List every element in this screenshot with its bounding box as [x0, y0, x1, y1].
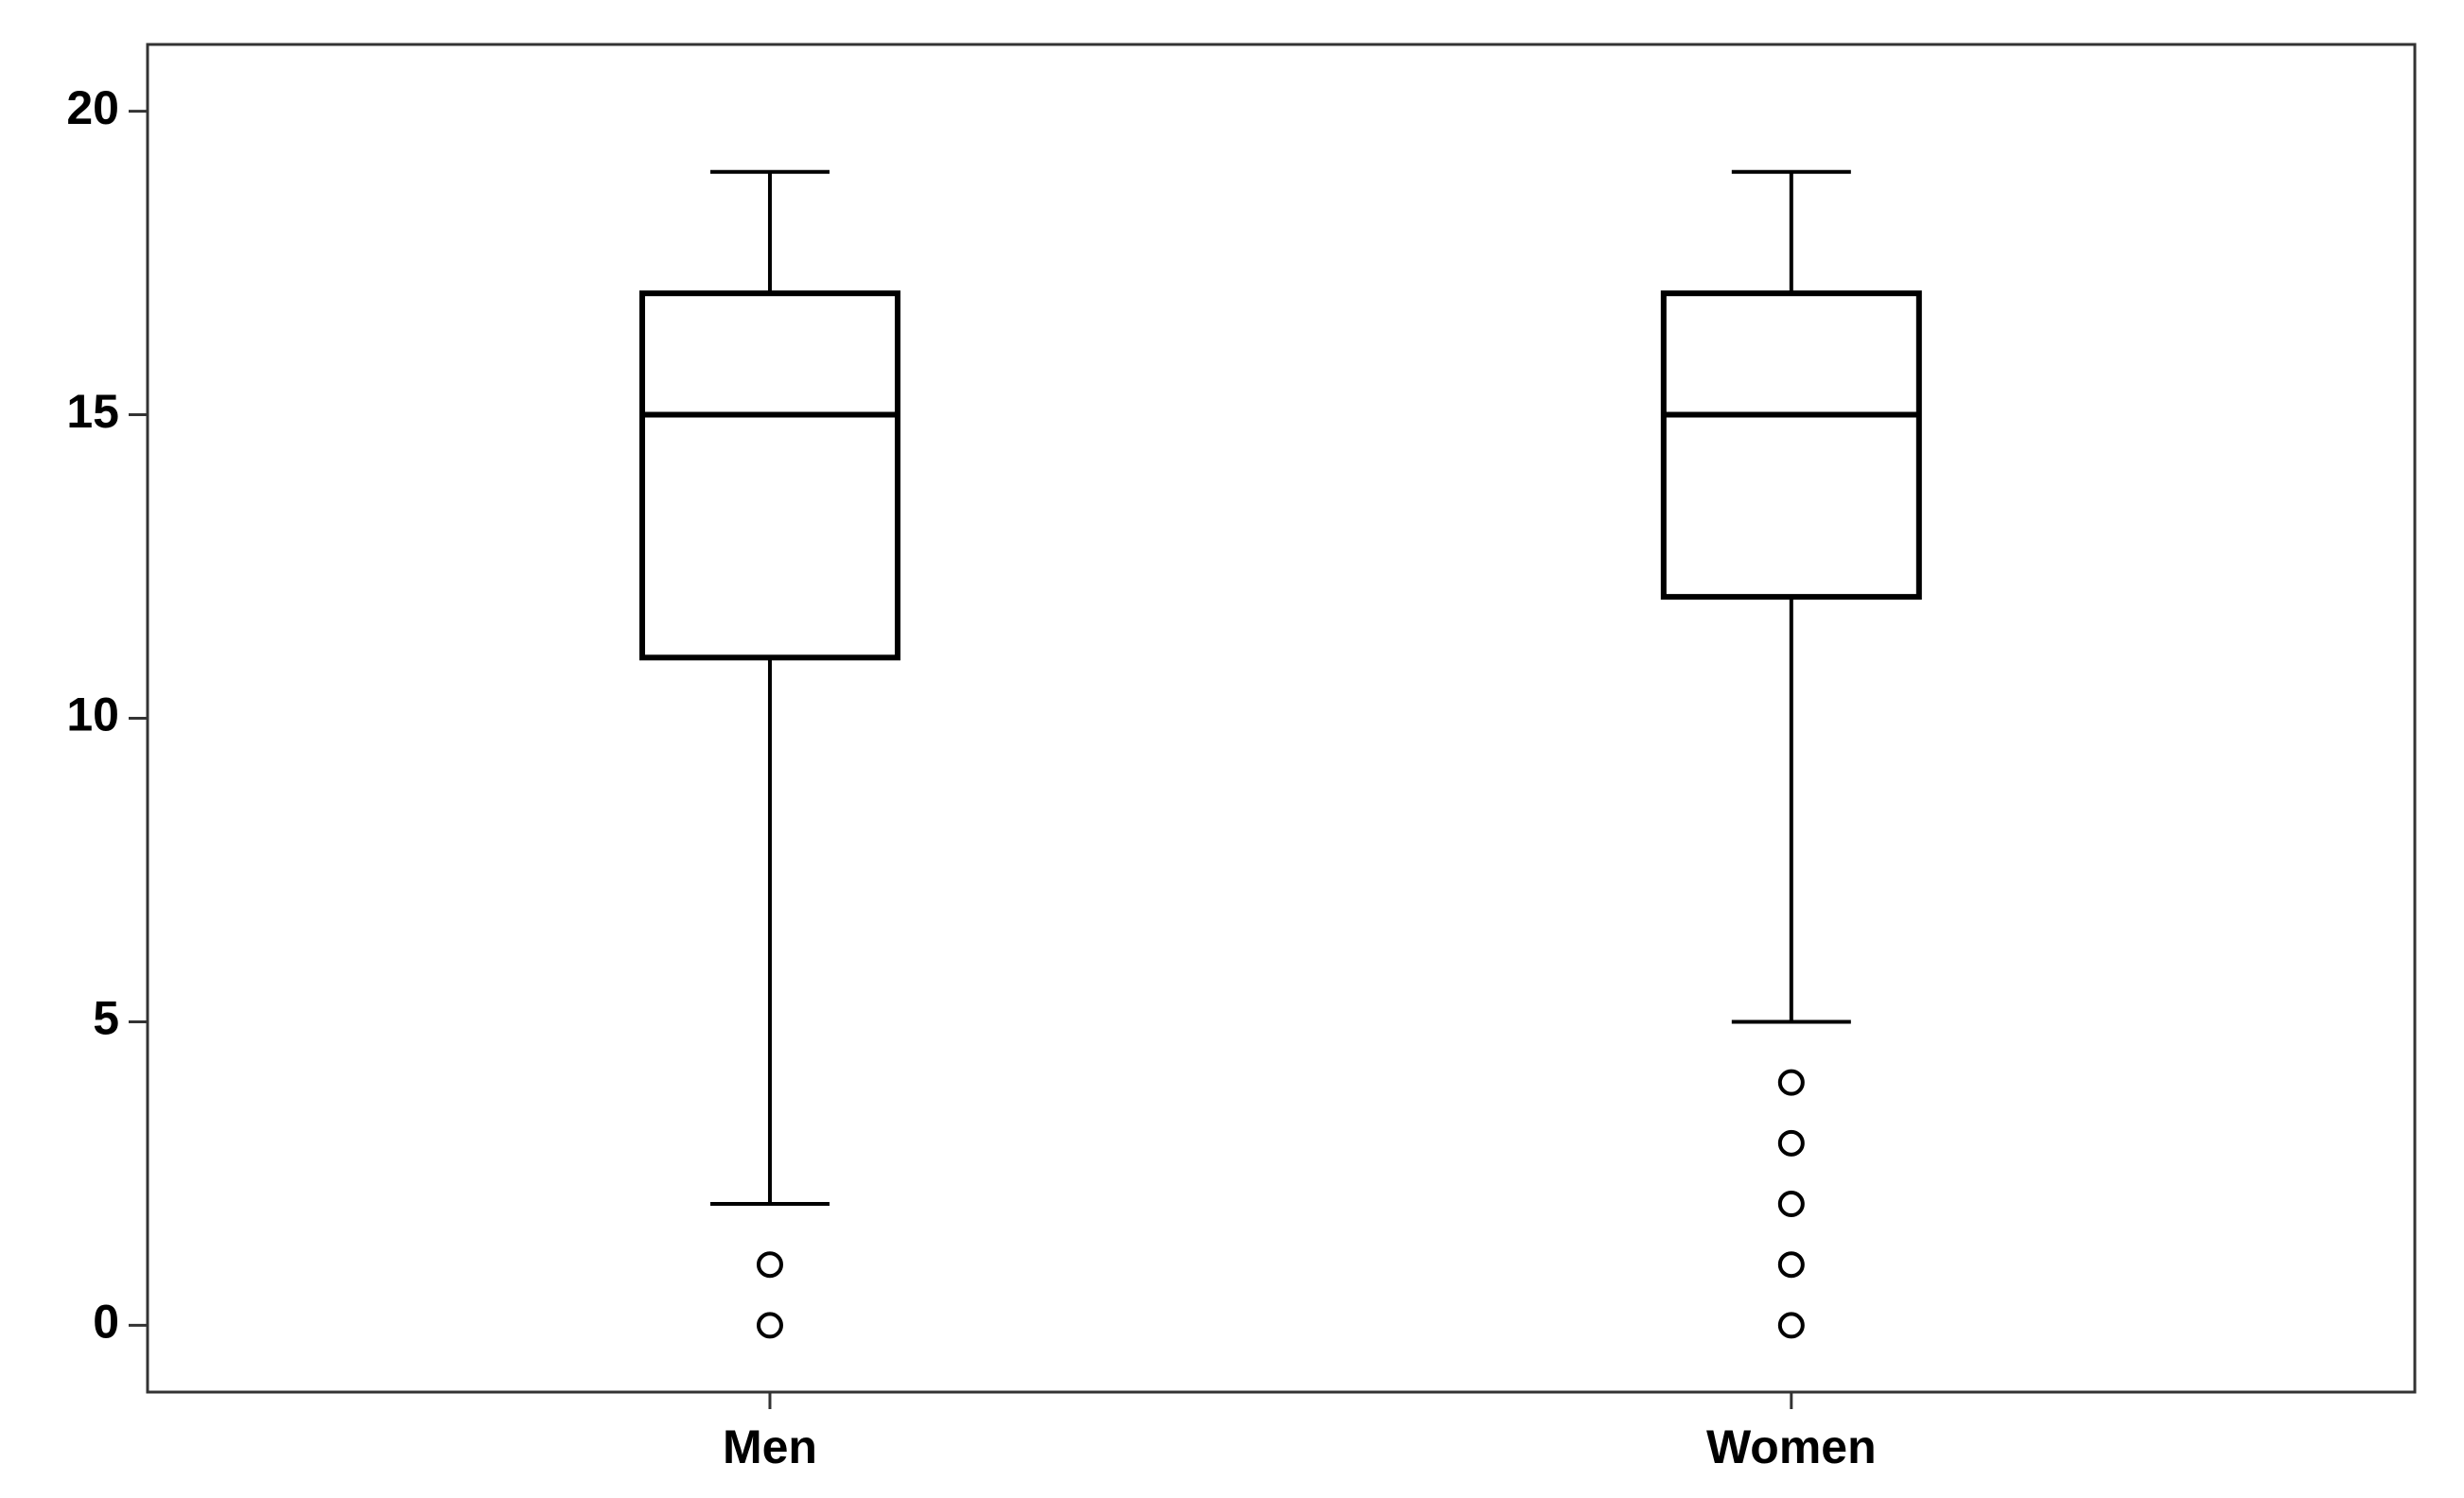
outlier	[1777, 1251, 1805, 1279]
y-tick-label: 10	[66, 688, 119, 741]
outlier	[1777, 1069, 1805, 1096]
outlier	[1777, 1312, 1805, 1339]
y-tick-label: 0	[93, 1296, 119, 1349]
plot-frame	[146, 43, 2417, 1394]
box	[1660, 290, 1922, 601]
outlier	[756, 1251, 783, 1279]
y-tick-label: 5	[93, 992, 119, 1045]
outlier	[1777, 1191, 1805, 1218]
outlier	[1777, 1129, 1805, 1157]
x-tick-label: Men	[723, 1420, 817, 1473]
y-tick-label: 20	[66, 81, 119, 134]
y-tick-label: 15	[66, 385, 119, 438]
box	[638, 290, 900, 661]
outlier	[756, 1312, 783, 1339]
x-tick-label: Women	[1706, 1420, 1877, 1473]
